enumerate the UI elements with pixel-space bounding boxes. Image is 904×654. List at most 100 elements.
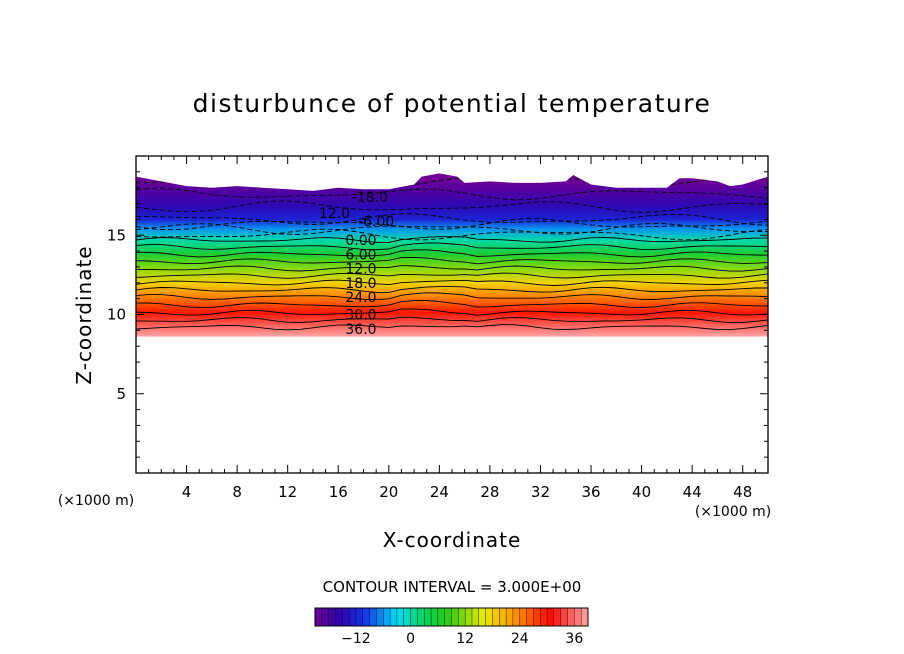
contour-line bbox=[136, 236, 768, 243]
contour-line bbox=[136, 308, 768, 316]
colorbar-segment bbox=[383, 607, 391, 627]
colorbar-tick-label: −12 bbox=[341, 631, 371, 647]
colorbar-segment bbox=[526, 607, 534, 627]
colorbar-segment bbox=[328, 607, 336, 627]
x-axis: 4 8 12 16 20 24 28 32 36 40 44 48 bbox=[148, 156, 756, 501]
contour-line bbox=[136, 300, 768, 309]
contour-line bbox=[136, 249, 768, 258]
x-tick-label: 4 bbox=[182, 483, 192, 501]
colorbar-segment bbox=[492, 607, 500, 627]
colorbar-segment bbox=[396, 607, 405, 627]
colorbar-segment bbox=[512, 607, 521, 627]
colorbar-ticks: −12 0 12 24 36 bbox=[341, 631, 583, 647]
colorbar-segment bbox=[505, 607, 514, 627]
x-tick-label: 12 bbox=[278, 483, 297, 501]
colorbar-segment bbox=[342, 607, 350, 627]
contour-line bbox=[136, 279, 768, 286]
colorbar-segment bbox=[403, 607, 412, 627]
colorbar-segment bbox=[499, 607, 507, 627]
x-tick-label: 16 bbox=[329, 483, 348, 501]
x-tick-label: 40 bbox=[632, 483, 651, 501]
contour-label: 18.0 bbox=[345, 276, 376, 292]
x-tick-label: 8 bbox=[232, 483, 242, 501]
x-tick-label: 36 bbox=[581, 483, 600, 501]
colorbar-segment bbox=[389, 607, 398, 627]
colorbar-segment bbox=[519, 607, 528, 627]
colorbar-segment bbox=[321, 607, 330, 627]
colorbar-segment bbox=[335, 607, 343, 627]
colorbar-segment bbox=[546, 607, 555, 627]
contour-line bbox=[136, 228, 768, 241]
field-fill bbox=[136, 173, 768, 337]
x-tick-label: 24 bbox=[430, 483, 449, 501]
contour-line bbox=[136, 218, 768, 231]
x-unit-right-label: (×1000 m) bbox=[695, 504, 771, 520]
contour-label: -6.00 bbox=[358, 214, 394, 230]
contour-label: 12.0 bbox=[319, 206, 350, 222]
colorbar-segment bbox=[553, 607, 562, 627]
temperature-field bbox=[136, 173, 768, 337]
colorbar-segment bbox=[567, 607, 575, 627]
colorbar-segment bbox=[560, 607, 569, 627]
contour-label: 36.0 bbox=[345, 322, 376, 338]
colorbar-segment bbox=[430, 607, 439, 627]
colorbar-tick-label: 24 bbox=[511, 631, 529, 647]
colorbar-segment bbox=[444, 607, 453, 627]
y-axis-label: Z-coordinate bbox=[72, 245, 96, 384]
contour-label: 30.0 bbox=[345, 308, 376, 324]
colorbar-segment bbox=[376, 607, 384, 627]
contour-line bbox=[136, 272, 768, 279]
x-axis-label: X-coordinate bbox=[383, 528, 522, 552]
contour-label: 6.00 bbox=[345, 247, 376, 263]
colorbar-segment bbox=[533, 607, 541, 627]
colorbar-segment bbox=[348, 607, 357, 627]
colorbar-segment bbox=[485, 607, 493, 627]
contour-label: 12.0 bbox=[345, 262, 376, 278]
contour-line bbox=[136, 200, 768, 213]
colorbar-segment bbox=[464, 607, 473, 627]
x-tick-label: 28 bbox=[480, 483, 499, 501]
contour-line bbox=[136, 213, 768, 226]
contour-line bbox=[136, 222, 768, 235]
contour-label: 24.0 bbox=[345, 290, 376, 306]
colorbar-segment bbox=[458, 607, 466, 627]
x-tick-label: 44 bbox=[683, 483, 702, 501]
y-tick-label: 10 bbox=[107, 306, 126, 324]
colorbar-segment bbox=[410, 607, 418, 627]
colorbar-segment bbox=[471, 607, 480, 627]
contour-labels: -18.012.0 -6.000.006.0012.018.024.030.036… bbox=[319, 190, 394, 338]
plot-area bbox=[136, 173, 768, 337]
contour-line bbox=[136, 324, 768, 331]
colorbar-segment bbox=[574, 607, 582, 627]
y-tick-label: 5 bbox=[116, 385, 126, 403]
x-tick-label: 32 bbox=[531, 483, 550, 501]
chart-title: disturbunce of potential temperature bbox=[193, 89, 712, 118]
contour-line bbox=[136, 187, 768, 201]
colorbar-segment bbox=[478, 607, 487, 627]
contour-line bbox=[136, 316, 768, 324]
colorbar-segment bbox=[369, 607, 377, 627]
contour-line bbox=[136, 292, 768, 301]
x-tick-label: 20 bbox=[379, 483, 398, 501]
x-unit-left-label: (×1000 m) bbox=[58, 493, 134, 509]
colorbar-segment bbox=[314, 607, 323, 627]
colorbar-frame bbox=[314, 607, 589, 627]
contour-line bbox=[136, 286, 768, 293]
colorbar-segment bbox=[417, 607, 425, 627]
colorbar-segment bbox=[580, 607, 589, 627]
colorbar-tick-label: 0 bbox=[406, 631, 415, 647]
contour-line bbox=[136, 242, 768, 251]
contour-label: -18.0 bbox=[352, 190, 388, 206]
colorbar-tick-label: 36 bbox=[565, 631, 583, 647]
colorbar bbox=[314, 607, 589, 627]
contour-line bbox=[136, 256, 768, 265]
contour-label: 0.00 bbox=[345, 233, 376, 249]
contour-line bbox=[136, 265, 768, 272]
contour-interval-text: CONTOUR INTERVAL = 3.000E+00 bbox=[323, 578, 582, 596]
x-tick-label: 48 bbox=[733, 483, 752, 501]
colorbar-segment bbox=[437, 607, 446, 627]
colorbar-segment bbox=[540, 607, 548, 627]
colorbar-segment bbox=[355, 607, 364, 627]
y-tick-label: 15 bbox=[107, 226, 126, 244]
